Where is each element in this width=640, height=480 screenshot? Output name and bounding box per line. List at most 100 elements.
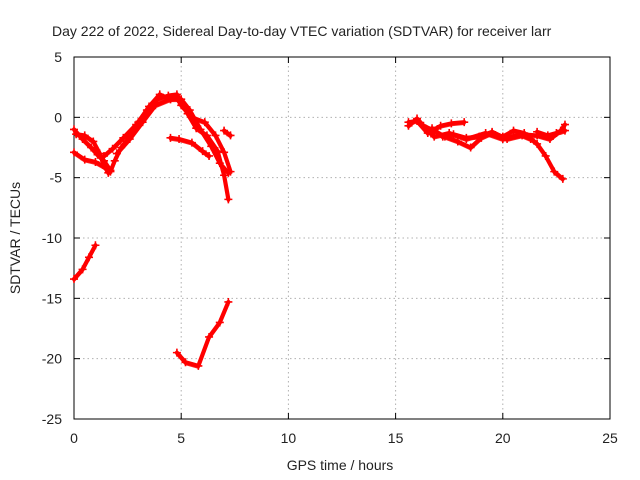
data-point — [460, 118, 469, 127]
data-point — [108, 144, 117, 153]
data-point — [70, 275, 78, 284]
tick-labels: 0 5 10 15 20 25 -25 -20 -15 -10 -5 0 5 — [42, 49, 618, 446]
data-point — [488, 127, 497, 136]
data-point — [560, 126, 569, 135]
series-arc-9 — [172, 297, 233, 370]
data-point — [153, 95, 162, 104]
data-point — [220, 171, 229, 180]
data-point — [215, 318, 224, 327]
data-point — [100, 151, 109, 160]
data-point — [224, 195, 233, 204]
data-point — [72, 130, 81, 139]
data-point — [419, 121, 428, 130]
data-point — [181, 358, 190, 367]
data-point — [205, 332, 214, 341]
data-point — [85, 253, 94, 262]
data-point — [198, 147, 207, 156]
data-point — [194, 361, 203, 370]
y-tick-label: -10 — [42, 230, 62, 246]
data-point — [175, 135, 184, 144]
data-point — [80, 131, 89, 140]
data-point — [533, 139, 542, 148]
data-point — [226, 131, 235, 140]
data-point — [449, 130, 458, 139]
data-point — [453, 137, 462, 146]
data-point — [503, 135, 512, 144]
series-trace-spread — [535, 130, 567, 139]
data-point — [89, 137, 98, 146]
series-trace-spread — [175, 302, 230, 369]
data-point — [172, 348, 181, 357]
y-axis-title: SDTVAR / TECUs — [7, 182, 23, 294]
data-point — [187, 138, 196, 147]
data-series — [70, 90, 569, 370]
x-tick-label: 25 — [602, 430, 618, 446]
x-axis-title: GPS time / hours — [287, 457, 394, 473]
data-point — [102, 164, 111, 173]
series-arc-4 — [100, 90, 233, 204]
data-point — [438, 132, 447, 141]
data-point — [462, 133, 471, 142]
data-point — [172, 94, 181, 103]
data-point — [112, 149, 121, 158]
data-point — [475, 132, 484, 141]
data-point — [166, 133, 175, 142]
series-arc-14 — [533, 126, 569, 140]
data-point — [213, 147, 222, 156]
data-point — [220, 126, 229, 135]
data-point — [87, 143, 96, 152]
data-point — [125, 135, 134, 144]
data-point — [110, 156, 119, 165]
data-point — [91, 241, 100, 250]
data-point — [70, 148, 78, 157]
data-point — [404, 118, 413, 127]
data-point — [543, 131, 552, 140]
series-arc-13 — [428, 124, 535, 144]
data-point — [192, 124, 201, 133]
series-arc-6 — [166, 133, 214, 160]
data-point — [70, 125, 78, 134]
data-point — [428, 124, 437, 133]
data-point — [466, 143, 475, 152]
data-point — [509, 126, 518, 135]
data-point — [447, 119, 456, 128]
data-point — [558, 174, 567, 183]
series-arc-8 — [70, 241, 100, 284]
data-point — [518, 131, 527, 140]
data-point — [95, 149, 104, 158]
data-point — [200, 118, 209, 127]
x-tick-label: 5 — [177, 430, 185, 446]
data-point — [78, 265, 87, 274]
y-tick-label: -5 — [50, 170, 63, 186]
y-tick-label: -20 — [42, 351, 62, 367]
data-point — [220, 148, 229, 157]
data-point — [550, 167, 559, 176]
y-tick-label: -15 — [42, 290, 62, 306]
data-point — [119, 133, 128, 142]
x-tick-label: 10 — [281, 430, 297, 446]
axis-ticks — [73, 56, 611, 420]
series-arc-5 — [112, 94, 235, 176]
data-point — [224, 297, 233, 306]
x-tick-label: 20 — [495, 430, 511, 446]
series-trace-spread — [115, 98, 232, 175]
data-point — [533, 127, 542, 136]
data-point — [106, 167, 115, 176]
x-tick-label: 0 — [70, 430, 78, 446]
data-point — [205, 151, 214, 160]
data-point — [226, 167, 235, 176]
data-point — [202, 131, 211, 140]
data-point — [413, 116, 422, 125]
chart-title: Day 222 of 2022, Sidereal Day-to-day VTE… — [52, 23, 552, 39]
data-point — [436, 121, 445, 130]
data-point — [211, 131, 220, 140]
data-point — [91, 157, 100, 166]
data-point — [526, 135, 535, 144]
grid — [74, 57, 610, 419]
data-point — [177, 101, 186, 110]
series-trace-spread — [72, 245, 97, 282]
series-trace — [535, 128, 568, 138]
y-tick-label: 5 — [54, 49, 62, 65]
data-point — [151, 101, 160, 110]
